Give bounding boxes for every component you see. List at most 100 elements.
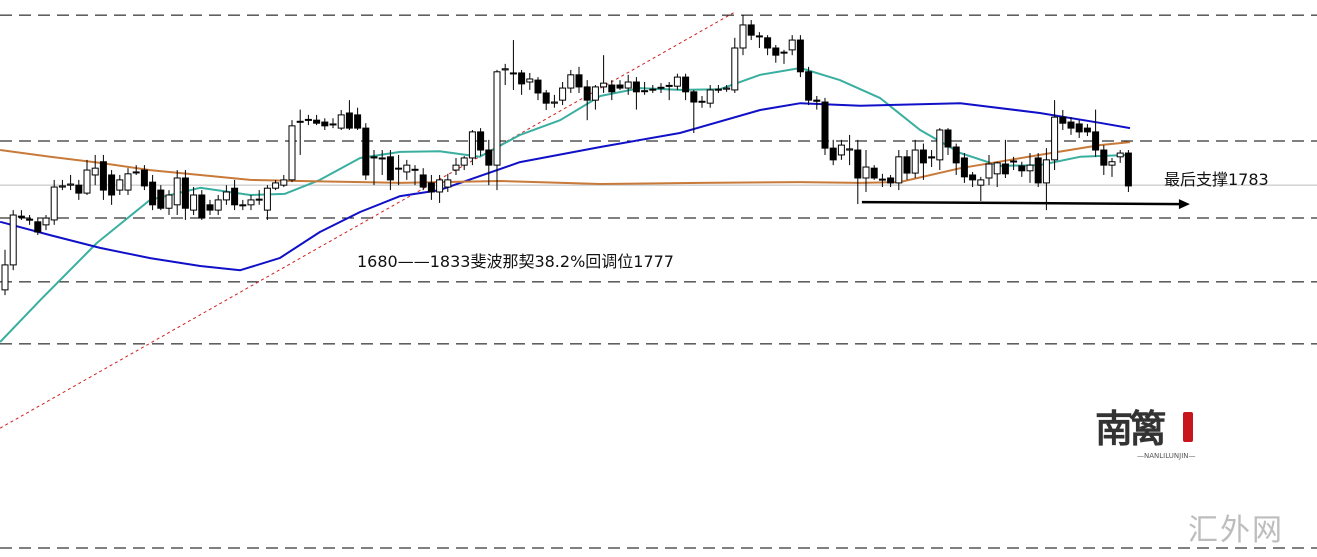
bull-candle	[263, 185, 271, 220]
candle-body	[928, 156, 936, 159]
bull-candle	[304, 114, 312, 126]
bull-candle	[780, 49, 788, 64]
support-arrow-head	[1178, 199, 1190, 210]
bear-candle	[313, 114, 321, 126]
candle-body	[624, 81, 632, 89]
candle-body	[796, 39, 804, 73]
bear-candle	[854, 139, 862, 205]
bull-candle	[468, 129, 476, 166]
candle-body	[1010, 160, 1018, 163]
candle-body	[936, 129, 944, 161]
bull-candle	[403, 159, 411, 180]
bear-candle	[919, 143, 927, 180]
candle-body	[157, 189, 165, 209]
candle-body	[222, 191, 230, 201]
bull-candle	[723, 85, 731, 92]
candle-body	[673, 76, 681, 87]
bear-candle	[583, 80, 591, 121]
candle-body	[255, 198, 263, 201]
bull-candle	[1108, 157, 1116, 177]
candle-body	[427, 182, 435, 193]
candle-body	[682, 76, 690, 93]
bull-candle	[550, 94, 558, 108]
bear-candle	[17, 210, 25, 220]
bull-candle	[862, 150, 870, 192]
bull-candle	[124, 168, 132, 195]
candle-body	[632, 81, 640, 93]
bull-candle	[444, 173, 452, 192]
candle-body	[173, 177, 181, 206]
bear-candle	[321, 118, 329, 130]
candle-body	[124, 173, 132, 191]
candle-body	[419, 174, 427, 188]
bear-candle	[395, 154, 403, 186]
bull-candle	[837, 139, 845, 160]
candle-body	[846, 148, 854, 151]
bull-candle	[714, 85, 722, 93]
bull-candle	[452, 157, 460, 175]
candle-body	[837, 144, 845, 156]
bear-candle	[747, 20, 755, 41]
candle-body	[960, 157, 968, 178]
bull-candle	[493, 69, 501, 191]
candles	[1, 15, 1132, 296]
bear-candle	[198, 190, 206, 220]
candle-body	[132, 171, 140, 174]
bull-candle	[739, 15, 747, 56]
bear-candle	[870, 165, 878, 180]
candle-body	[616, 84, 624, 89]
candle-body	[559, 87, 567, 101]
candle-body	[493, 71, 501, 166]
candle-body	[272, 182, 280, 189]
bull-candle	[591, 85, 599, 110]
candle-body	[944, 129, 952, 148]
fib-trendline	[0, 11, 736, 429]
bear-candle	[477, 128, 485, 157]
bear-candle	[682, 73, 690, 101]
bear-candle	[755, 32, 763, 48]
candle-body	[526, 78, 534, 83]
candle-body	[969, 174, 977, 181]
bull-candle	[649, 85, 657, 93]
candle-body	[1, 264, 9, 291]
support-label: 最后支撑1783	[1164, 170, 1269, 189]
bull-candle	[165, 190, 173, 216]
candle-body	[75, 184, 83, 194]
bull-candle	[641, 82, 649, 95]
candle-body	[764, 37, 772, 49]
bear-candle	[354, 107, 362, 130]
bear-candle	[329, 118, 337, 129]
bull-candle	[731, 37, 739, 93]
bull-candle	[567, 69, 575, 93]
bear-candle	[140, 165, 148, 191]
logo-text: 南篱	[1095, 406, 1167, 451]
bull-candle	[9, 210, 17, 271]
candle-body	[755, 35, 763, 38]
bear-candle	[534, 77, 542, 101]
bull-candle	[698, 95, 706, 108]
bear-candle	[608, 80, 616, 101]
bull-candle	[272, 179, 280, 191]
candle-body	[870, 167, 878, 179]
bear-candle	[960, 153, 968, 183]
bull-candle	[116, 174, 124, 195]
candle-body	[723, 87, 731, 90]
candle-body	[181, 177, 189, 209]
bear-candle	[1092, 109, 1100, 157]
candle-body	[436, 179, 444, 193]
bull-candle	[657, 83, 665, 93]
candle-body	[895, 156, 903, 184]
candle-body	[1100, 149, 1108, 166]
candle-body	[477, 131, 485, 151]
bear-candle	[485, 139, 493, 186]
bear-candle	[903, 150, 911, 180]
bull-candle	[993, 161, 1001, 188]
bull-candle	[222, 185, 230, 205]
bear-candle	[796, 35, 804, 78]
bear-candle	[1001, 139, 1009, 178]
candle-body	[288, 125, 296, 181]
bull-candle	[1051, 100, 1059, 171]
candle-body	[304, 118, 312, 121]
candle-body	[862, 166, 870, 179]
bear-candle	[1075, 120, 1083, 138]
